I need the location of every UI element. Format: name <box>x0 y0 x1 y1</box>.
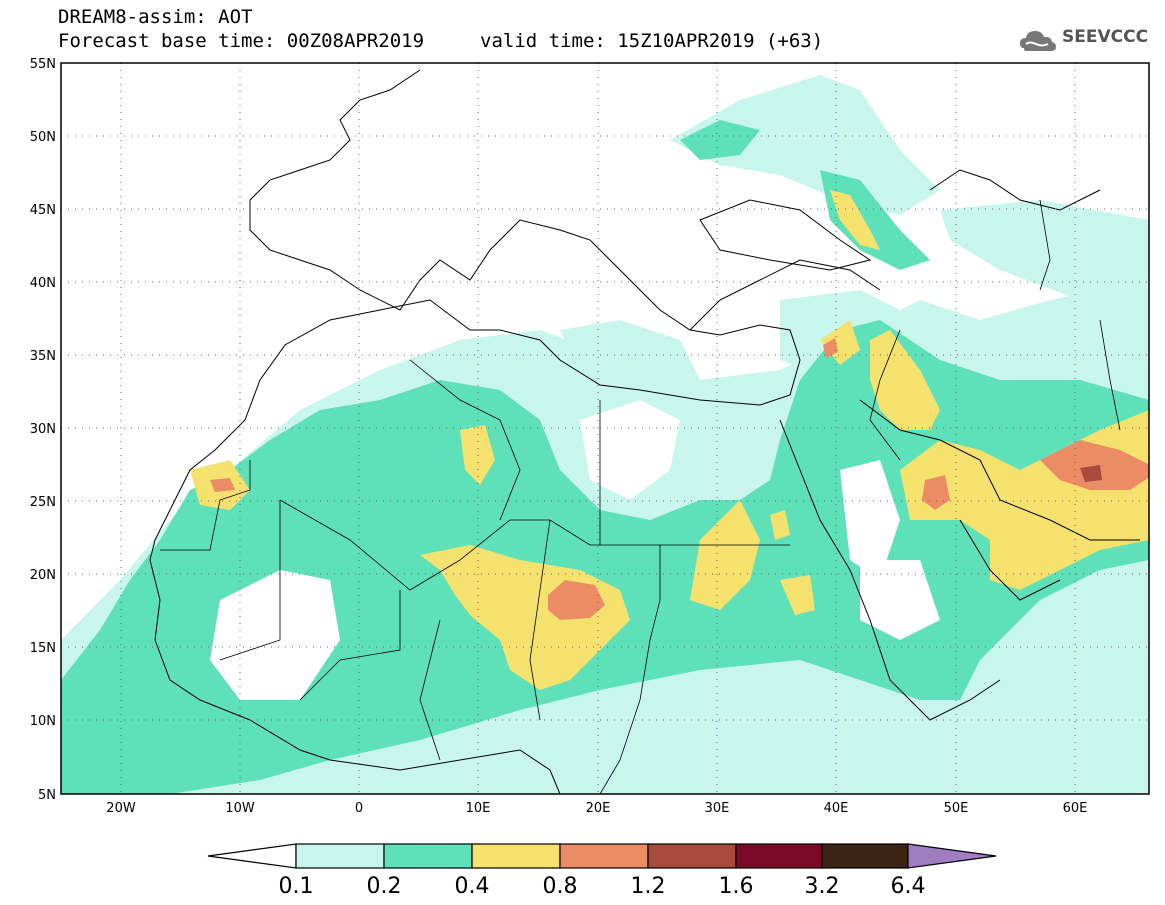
lat-tick-label: 5N <box>38 788 56 803</box>
lon-tick-label: 40E <box>824 801 849 816</box>
forecast-base-time: Forecast base time: 00Z08APR2019 <box>58 30 425 52</box>
lon-tick-label: 20W <box>106 801 136 816</box>
colorbar-label: 0.8 <box>543 874 578 899</box>
colorbar: 0.1 0.2 0.4 0.8 1.2 1.6 3.2 6.4 <box>207 843 997 899</box>
colorbar-label: 3.2 <box>805 874 840 899</box>
aot-band-1-2 <box>1080 465 1102 482</box>
colorbar-label: 6.4 <box>891 874 926 899</box>
lat-tick-label: 30N <box>30 422 56 437</box>
lat-tick-label: 40N <box>30 276 56 291</box>
colorbar-label: 0.4 <box>455 874 490 899</box>
lat-tick-label: 25N <box>30 495 56 510</box>
graticule <box>61 63 1149 794</box>
colorbar-swatch <box>383 843 473 869</box>
aot-clear-areas <box>210 400 940 700</box>
lat-tick-label: 15N <box>30 641 56 656</box>
lat-tick-label: 55N <box>30 57 56 72</box>
colorbar-low-arrow <box>207 843 297 869</box>
lon-tick-label: 30E <box>705 801 730 816</box>
lat-tick-label: 45N <box>30 203 56 218</box>
lon-axis: 20W 10W 0 10E 20E 30E 40E 50E 60E <box>106 801 1087 816</box>
colorbar-swatch <box>471 843 561 869</box>
lon-tick-label: 20E <box>586 801 611 816</box>
lon-tick-label: 0 <box>355 801 363 816</box>
lon-tick-label: 10W <box>225 801 255 816</box>
colorbar-high-arrow <box>907 843 997 869</box>
colorbar-label: 0.2 <box>367 874 402 899</box>
lat-axis: 55N 50N 45N 40N 35N 30N 25N 20N 15N 10N … <box>30 57 56 803</box>
aot-band-0-8 <box>210 338 1149 620</box>
lat-tick-label: 20N <box>30 568 56 583</box>
lat-tick-label: 10N <box>30 714 56 729</box>
colorbar-label: 1.2 <box>631 874 666 899</box>
lon-tick-label: 50E <box>944 801 969 816</box>
lat-tick-label: 35N <box>30 349 56 364</box>
coastlines <box>149 69 1140 794</box>
colorbar-swatch <box>295 843 385 869</box>
aot-field <box>61 69 1149 794</box>
lon-tick-label: 10E <box>466 801 491 816</box>
colorbar-swatch <box>735 843 823 869</box>
country-borders <box>160 199 1121 794</box>
colorbar-swatch <box>647 843 737 869</box>
map-title: DREAM8-assim: AOT <box>58 6 253 28</box>
colorbar-label: 1.6 <box>719 874 754 899</box>
lat-tick-label: 50N <box>30 130 56 145</box>
colorbar-swatch <box>559 843 649 869</box>
colorbar-label: 0.1 <box>279 874 314 899</box>
logo-text: SEEVCCC <box>1062 27 1149 47</box>
colorbar-swatch <box>821 843 909 869</box>
cloud-icon <box>1020 31 1056 51</box>
map-frame <box>60 62 1150 795</box>
valid-time: valid time: 15Z10APR2019 (+63) <box>480 30 824 52</box>
lon-tick-label: 60E <box>1063 801 1088 816</box>
